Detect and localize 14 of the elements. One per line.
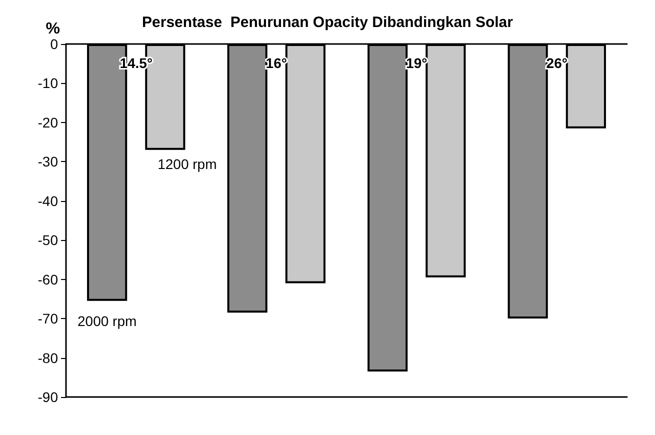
y-tick-label: -30 [38,154,58,170]
y-tick-label: -20 [38,114,58,130]
y-tick-label: -60 [38,271,58,288]
y-tick-label: -80 [38,350,58,366]
series-label: 1200 rpm [158,156,217,172]
chart-title: Persentase Penurunan Opacity Dibandingkan Solar [142,14,514,31]
y-tick-label: -10 [38,75,58,92]
y-tick-label: -90 [38,389,58,405]
y-tick-label: -50 [38,232,58,248]
y-tick-label: 0 [50,36,58,52]
y-axis-title: % [46,20,60,38]
series-label: 2000 rpm [77,312,137,329]
y-tick-label: -40 [38,192,58,209]
y-tick-label: -70 [38,310,58,327]
